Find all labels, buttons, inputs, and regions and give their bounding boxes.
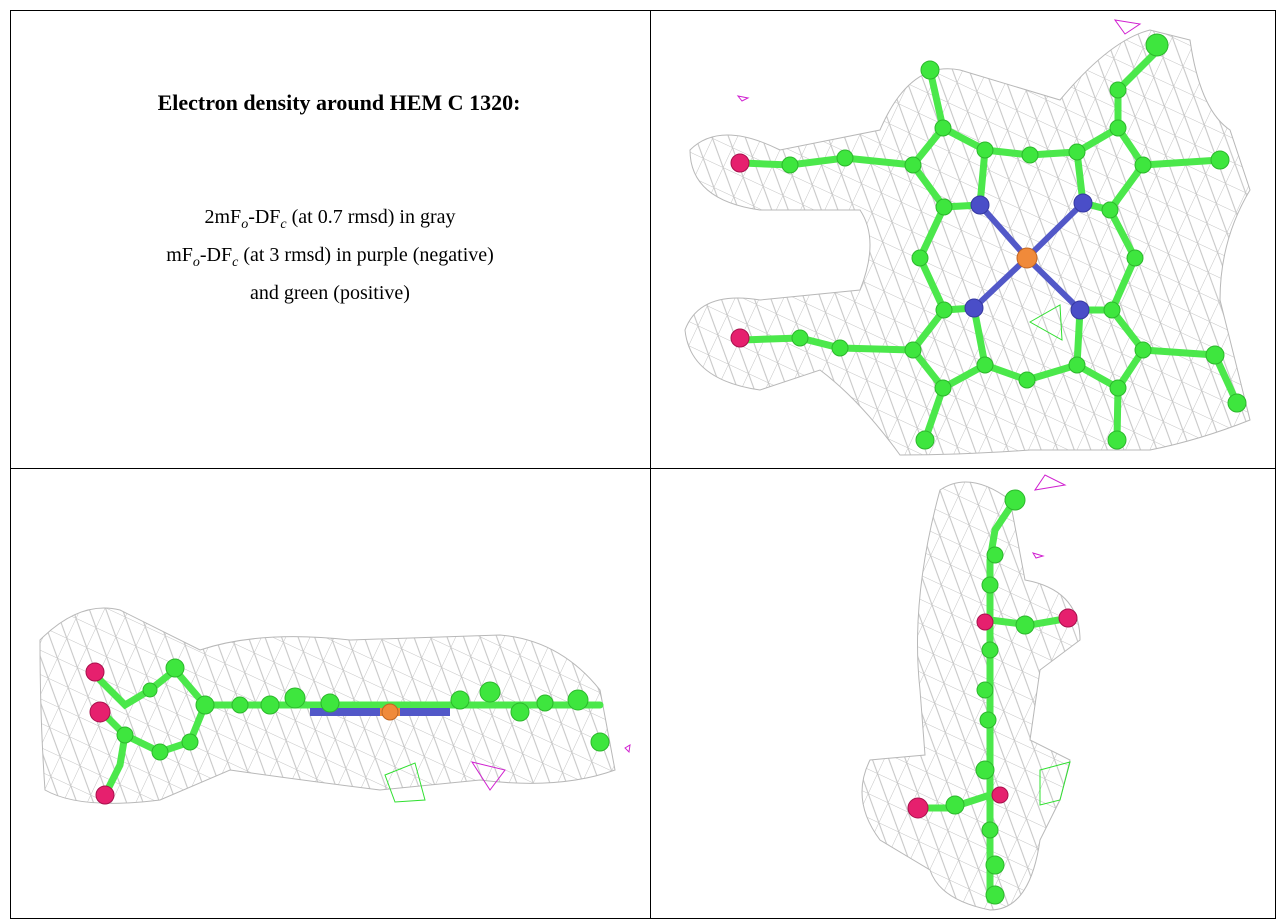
caption-line: 2mFo-DFc (at 0.7 rmsd) in gray	[12, 202, 648, 240]
subscript: o	[193, 255, 200, 270]
text: -DF	[248, 206, 280, 228]
text: mF	[166, 244, 193, 266]
text: -DF	[200, 244, 232, 266]
text: 2mF	[205, 206, 242, 228]
heme-end-view	[862, 475, 1080, 910]
text: and green (positive)	[250, 282, 410, 304]
heme-side-view	[40, 608, 630, 804]
page: Electron density around HEM C 1320: 2mFo…	[0, 0, 1276, 920]
caption-line: and green (positive)	[12, 278, 648, 308]
caption-title: Electron density around HEM C 1320:	[30, 90, 648, 116]
text: (at 0.7 rmsd) in gray	[287, 206, 456, 228]
heme-top-view	[685, 20, 1250, 455]
caption: Electron density around HEM C 1320: 2mFo…	[12, 90, 648, 308]
caption-line: mFo-DFc (at 3 rmsd) in purple (negative)	[12, 240, 648, 278]
text: (at 3 rmsd) in purple (negative)	[238, 244, 493, 266]
